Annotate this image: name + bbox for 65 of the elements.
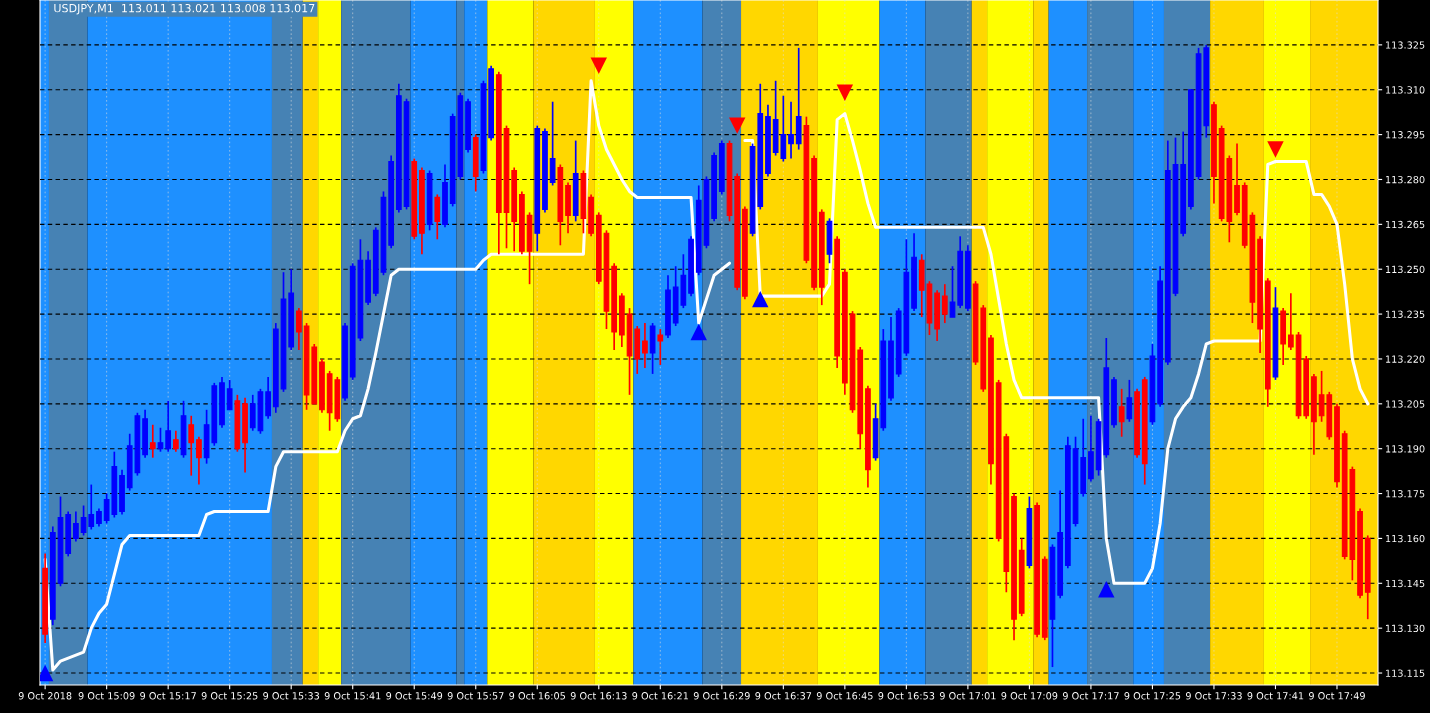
point	[1098, 581, 1115, 598]
candlestick	[172, 429, 179, 453]
x-tick-label: 9 Oct 17:33	[1185, 692, 1242, 700]
candlestick	[657, 328, 664, 366]
y-tick-label: 113.190	[1386, 445, 1425, 453]
x-tick-label: 9 Oct 17:01	[939, 692, 996, 700]
candlestick	[157, 426, 164, 453]
y-tick-label: 113.250	[1386, 265, 1425, 274]
candlestick	[188, 414, 195, 477]
candlestick	[549, 100, 556, 187]
y-tick-label: 113.145	[1386, 579, 1425, 588]
x-tick-label: 9 Oct 16:37	[755, 692, 812, 700]
point	[1267, 141, 1284, 158]
x-tick-label: 9 Oct 16:21	[632, 692, 688, 700]
x-tick-label: 9 Oct 16:29	[693, 692, 750, 700]
x-tick-label: 9 Oct 17:09	[1001, 692, 1058, 700]
candlestick	[165, 399, 172, 453]
point	[590, 57, 607, 75]
y-tick-label: 113.295	[1386, 131, 1425, 139]
x-tick-label: 9 Oct 17:25	[1124, 692, 1181, 700]
point	[728, 117, 746, 134]
y-tick-label: 113.235	[1386, 310, 1425, 318]
candlestick	[296, 307, 302, 351]
y-tick-label: 113.115	[1386, 669, 1425, 677]
y-tick-label: 113.220	[1386, 355, 1425, 363]
candlestick	[1118, 388, 1125, 438]
candlestick	[226, 379, 233, 411]
point	[836, 84, 854, 101]
chart-title: USDJPY,M1 113.011 113.021 113.008 113.017	[54, 3, 315, 15]
point	[690, 323, 707, 341]
point	[752, 290, 769, 308]
x-tick-label: 9 Oct 15:33	[263, 692, 320, 700]
x-tick-label: 9 Oct 17:49	[1309, 692, 1365, 700]
candlestick	[196, 435, 202, 486]
y-tick-label: 113.265	[1386, 220, 1425, 229]
y-tick-label: 113.325	[1386, 41, 1425, 49]
candlestick	[1287, 292, 1294, 351]
candlestick	[941, 283, 948, 324]
candlestick	[73, 510, 79, 543]
x-tick-label: 9 Oct 15:49	[386, 692, 443, 700]
x-tick-label: 9 Oct 16:53	[878, 692, 935, 700]
y-tick-label: 113.130	[1386, 624, 1425, 632]
y-tick-label: 113.280	[1386, 175, 1425, 184]
candlestick	[434, 193, 441, 241]
candlestick	[265, 376, 271, 420]
x-tick-label: 9 Oct 2018	[18, 692, 72, 700]
y-tick-label: 113.175	[1386, 490, 1425, 498]
x-tick-label: 9 Oct 15:57	[447, 692, 504, 700]
x-tick-label: 9 Oct 15:17	[140, 692, 196, 700]
x-tick-label: 9 Oct 17:17	[1062, 692, 1119, 700]
x-tick-label: 9 Oct 16:05	[509, 692, 566, 700]
candlestick	[788, 100, 794, 160]
candlestick	[642, 322, 648, 369]
candlestick	[149, 423, 156, 459]
x-tick-label: 9 Oct 15:25	[201, 692, 258, 700]
x-tick-label: 9 Oct 15:41	[324, 692, 381, 700]
y-tick-label: 113.310	[1386, 86, 1425, 94]
y-tick-label: 113.160	[1386, 534, 1425, 543]
x-tick-label: 9 Oct 15:09	[78, 692, 135, 700]
x-tick-label: 9 Oct 16:13	[570, 692, 627, 700]
candlestick	[1126, 379, 1133, 423]
candlestick	[949, 265, 956, 318]
x-tick-label: 9 Oct 16:45	[816, 692, 873, 700]
y-tick-label: 113.205	[1386, 400, 1425, 408]
x-tick-label: 9 Oct 17:41	[1247, 692, 1304, 700]
